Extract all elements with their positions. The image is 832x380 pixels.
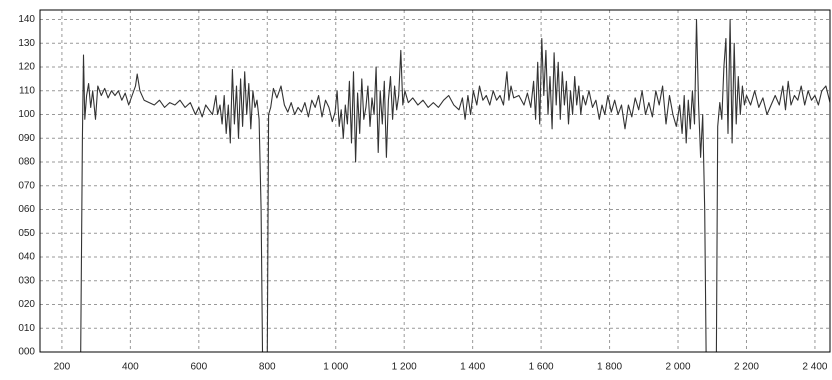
y-tick-label: 090 (18, 133, 35, 144)
x-tick-label: 2 200 (734, 362, 759, 373)
y-tick-label: 140 (18, 14, 35, 25)
x-tick-label: 1 800 (597, 362, 622, 373)
x-tick-label: 200 (54, 362, 71, 373)
x-tick-label: 600 (190, 362, 207, 373)
data-line (80, 18, 831, 353)
y-tick-label: 100 (18, 109, 35, 120)
x-tick-label: 2 400 (802, 362, 827, 373)
x-tick-label: 2 000 (666, 362, 691, 373)
plot-area (40, 10, 830, 352)
x-tick-label: 1 400 (460, 362, 485, 373)
x-tick-label: 800 (259, 362, 276, 373)
y-tick-label: 110 (19, 85, 35, 96)
x-tick-label: 1 200 (392, 362, 417, 373)
y-tick-label: 010 (18, 323, 35, 334)
y-tick-label: 060 (18, 204, 35, 215)
y-tick-label: 030 (18, 275, 35, 286)
y-tick-label: 020 (18, 299, 35, 310)
y-tick-label: 040 (18, 252, 35, 263)
y-tick-label: 050 (18, 228, 35, 239)
y-tick-label: 070 (18, 180, 35, 191)
x-tick-label: 1 000 (323, 362, 348, 373)
x-tick-label: 1 600 (529, 362, 554, 373)
y-tick-label: 000 (18, 347, 35, 358)
y-tick-label: 130 (18, 38, 35, 49)
x-tick-label: 400 (122, 362, 139, 373)
y-tick-label: 120 (18, 62, 35, 73)
plot-border (39, 9, 831, 353)
y-tick-label: 080 (18, 157, 35, 168)
